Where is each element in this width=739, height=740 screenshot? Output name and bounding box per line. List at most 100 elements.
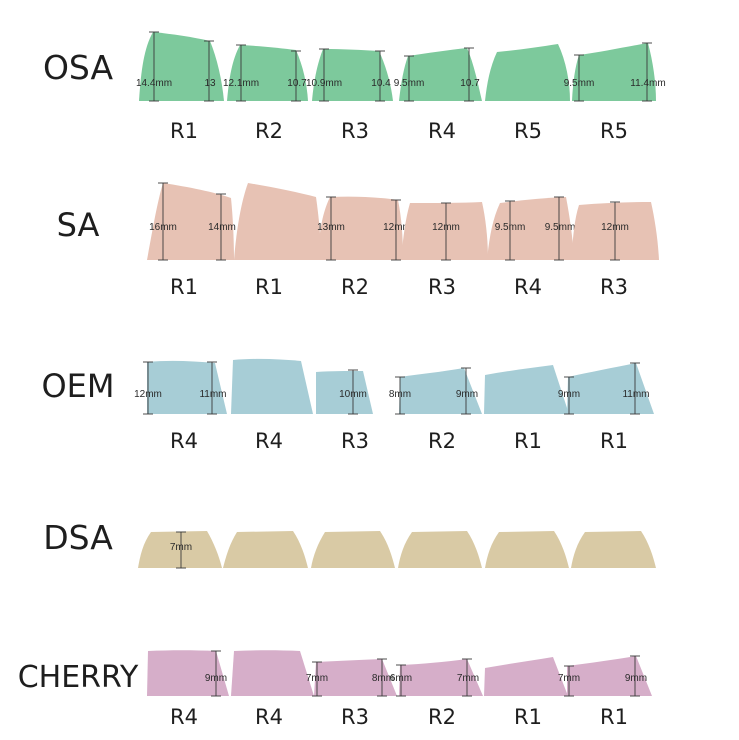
left-height-marker [505,200,515,261]
osa-keycap-shape [227,45,308,101]
right-height-marker [630,655,640,697]
sa-keycap-shape [401,202,488,260]
oem-keycap-2 [231,358,313,414]
oem-keycap-6: 9mm 11mm [558,362,654,415]
right-height-label: 7mm [457,673,479,684]
osa-keycap-2: 12.1mm 10.7 [223,44,308,102]
oem-keycap-shape [147,360,227,414]
left-height-label: 9mm [205,673,227,684]
dsa-keycap-4 [398,531,482,568]
sa-keycap-4: 12mm [401,202,488,261]
right-height-label: 12mm [383,222,411,233]
right-height-marker [207,361,217,415]
left-height-label: 10mm [339,389,367,400]
profile-name-oem: OEM [41,367,114,405]
right-height-label: 9mm [456,389,478,400]
row-label: R1 [255,275,283,299]
sa-keycap-5: 9.5mm 9.5mm [487,196,576,261]
left-height-marker [441,202,451,261]
left-height-marker [564,665,574,697]
osa-keycap-5 [485,44,570,101]
dsa-keycap-shape [485,531,569,568]
row-label: R4 [170,705,198,729]
oem-keycap-shape [484,365,569,414]
right-height-marker [391,199,401,261]
cherry-keycap-shape [567,656,652,696]
row-label: R4 [255,705,283,729]
right-height-label: 11.4mm [630,78,665,89]
osa-keycap-6: 9.5mm 11.4mm [564,42,666,102]
cherry-keycap-shape [314,659,397,696]
left-height-marker [610,201,620,261]
osa-keycap-shape [399,48,482,101]
row-label: R1 [170,119,198,143]
right-height-marker [642,42,652,102]
dsa-keycap-shape [571,531,656,568]
oem-keycap-shape [231,358,313,414]
row-label: R2 [341,275,369,299]
right-height-marker [204,40,214,102]
right-height-marker [461,367,471,415]
left-height-label: 9.5mm [564,78,595,89]
left-height-label: 9.5mm [495,222,526,233]
row-label: R3 [341,119,369,143]
dsa-keycap-5 [485,531,569,568]
left-height-label: 6mm [390,673,412,684]
profile-name-cherry: CHERRY [18,660,139,695]
row-label: R1 [170,275,198,299]
row-label: R3 [600,275,628,299]
row-label: R5 [514,119,542,143]
osa-keycap-shape [312,49,393,101]
left-height-marker [404,55,414,102]
cherry-keycap-6: 7mm 9mm [558,655,652,697]
left-height-label: 16mm [149,222,177,233]
right-height-label: 14mm [208,222,236,233]
right-height-label: 9.5mm [545,222,576,233]
dsa-keycap-1: 7mm [138,531,222,569]
sa-keycap-2 [234,183,321,260]
dsa-keycap-shape [398,531,482,568]
right-height-marker [464,47,474,102]
oem-profile-row: OEM 12mm 11mm R4 R4 10mm R3 8mm 9mm R2 R1 9mm 11mm R1 [41,358,654,453]
right-height-marker [291,50,301,102]
right-height-label: 13 [204,78,216,89]
cherry-keycap-5 [484,657,568,696]
left-height-marker [348,369,358,415]
left-height-marker [319,48,329,102]
right-height-marker [462,658,472,697]
osa-keycap-shape [572,43,656,101]
right-height-marker [375,50,385,102]
left-height-marker [211,650,221,697]
row-label: R2 [255,119,283,143]
left-height-label: 14.4mm [136,78,172,89]
dsa-keycap-6 [571,531,656,568]
left-height-label: 8mm [389,389,411,400]
cherry-keycap-shape [399,659,483,696]
dsa-profile-row: DSA 7mm [43,518,656,569]
left-height-label: 7mm [170,542,192,553]
row-label: R1 [514,705,542,729]
dsa-keycap-3 [311,531,395,568]
right-height-label: 11mm [622,389,649,400]
left-height-label: 13mm [317,222,345,233]
cherry-keycap-shape [484,657,568,696]
profile-name-sa: SA [57,206,100,244]
left-height-marker [574,54,584,102]
profile-name-osa: OSA [43,48,114,87]
sa-keycap-3: 13mm 12mm [317,196,411,261]
osa-keycap-3: 10.9mm 10.4 [306,48,393,102]
left-height-label: 12mm [601,222,629,233]
cherry-keycap-2 [231,650,314,696]
sa-keycap-shape [318,196,403,260]
dsa-keycap-shape [138,531,222,568]
dsa-keycap-shape [223,531,308,568]
osa-keycap-4: 9.5mm 10.7 [394,47,482,102]
oem-keycap-5 [484,365,569,414]
cherry-keycap-4: 6mm 7mm [390,658,483,697]
left-height-marker [149,31,159,102]
left-height-marker [236,44,246,102]
oem-keycap-3: 10mm [316,369,373,415]
left-height-marker [158,182,168,261]
